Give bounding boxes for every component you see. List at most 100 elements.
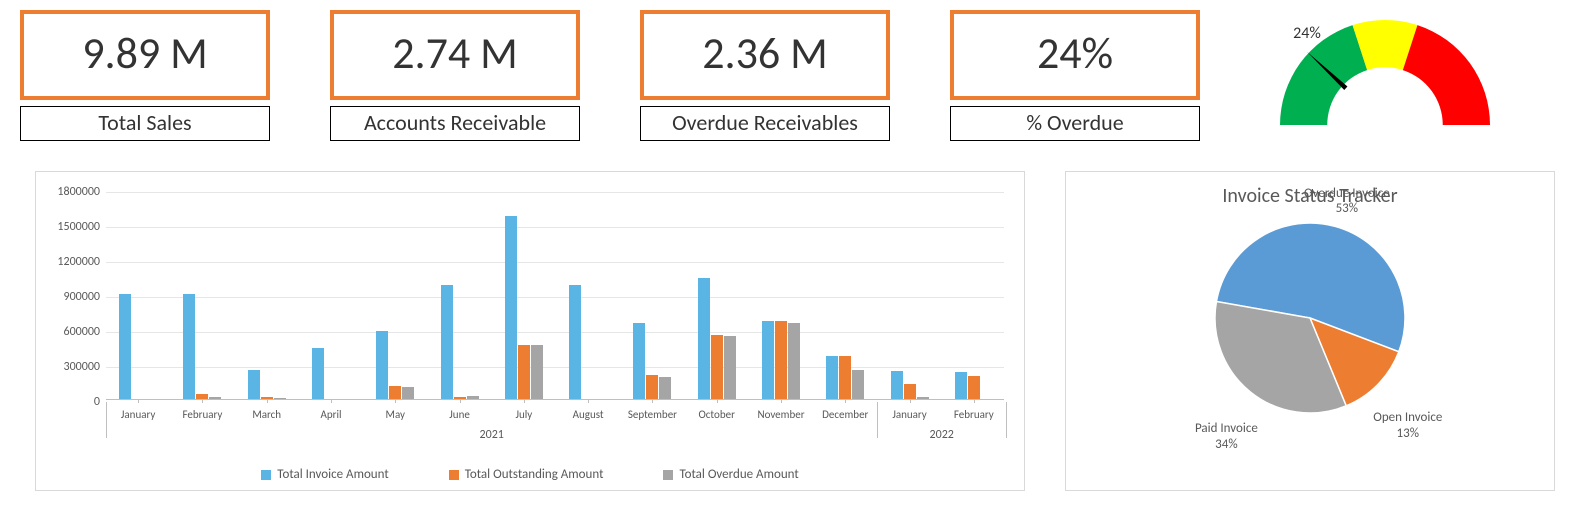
bar-group [180, 294, 224, 399]
x-axis-category-label: October [686, 408, 748, 421]
legend-label: Total Overdue Amount [679, 467, 798, 482]
bar-group [823, 356, 867, 399]
bar [711, 335, 723, 399]
y-axis-tick-label: 0 [94, 395, 100, 409]
y-axis-tick-label: 1200000 [57, 255, 100, 269]
bar [724, 336, 736, 399]
bar [891, 371, 903, 399]
bar [441, 285, 453, 399]
bar [659, 377, 671, 399]
x-axis-year-label: 2022 [930, 428, 954, 442]
bar-group [245, 370, 289, 399]
pie-slice-label: Open Invoice13% [1363, 410, 1453, 441]
monthly-bar-chart: 0300000600000900000120000015000001800000… [35, 171, 1025, 491]
legend-swatch-icon [449, 470, 459, 480]
x-axis-category-label: May [364, 408, 426, 421]
legend-label: Total Invoice Amount [277, 467, 388, 482]
bar-group [759, 321, 803, 399]
x-axis-category-label: February [943, 408, 1005, 421]
bar [248, 370, 260, 399]
y-axis-tick-label: 1500000 [57, 220, 100, 234]
pie-slice-label: Overdue Invoice53% [1302, 186, 1392, 217]
x-axis-category-label: March [236, 408, 298, 421]
bar [826, 356, 838, 399]
gauge-value-label: 24% [1293, 24, 1321, 43]
legend-item: Total Overdue Amount [663, 467, 798, 482]
kpi-value: 24% [950, 10, 1200, 100]
bar [852, 370, 864, 399]
x-axis-category-label: January [879, 408, 941, 421]
sales-dashboard: 9.89 M Total Sales 2.74 M Accounts Recei… [0, 0, 1571, 530]
bar [505, 216, 517, 399]
x-axis-category-label: November [750, 408, 812, 421]
charts-row: 0300000600000900000120000015000001800000… [15, 171, 1556, 491]
kpi-total-sales: 9.89 M Total Sales [20, 10, 270, 141]
bar-group [502, 216, 546, 399]
kpi-label: Accounts Receivable [330, 106, 580, 141]
y-axis-tick-label: 900000 [64, 290, 101, 304]
bar [633, 323, 645, 399]
y-axis-tick-label: 1800000 [57, 185, 100, 199]
kpi-label: Overdue Receivables [640, 106, 890, 141]
x-axis-category-label: September [621, 408, 683, 421]
bar-chart-legend: Total Invoice Amount Total Outstanding Am… [36, 467, 1024, 482]
kpi-overdue-receivables: 2.36 M Overdue Receivables [640, 10, 890, 141]
bar [274, 398, 286, 399]
bar [467, 396, 479, 400]
bar [917, 397, 929, 399]
bar [531, 345, 543, 399]
bar [904, 384, 916, 399]
y-axis-tick-label: 600000 [64, 325, 101, 339]
bar [402, 387, 414, 399]
legend-swatch-icon [261, 470, 271, 480]
legend-label: Total Outstanding Amount [465, 467, 604, 482]
bar [762, 321, 774, 399]
x-axis-year-label: 2021 [480, 428, 504, 442]
gauge-chart: 24% [1260, 10, 1510, 130]
bar-group [952, 372, 996, 399]
bar [312, 348, 324, 399]
bar-group [116, 294, 160, 399]
bar [646, 375, 658, 400]
pie-slice-label: Paid Invoice34% [1181, 421, 1271, 452]
bar [775, 321, 787, 399]
bar [698, 278, 710, 399]
bar [788, 323, 800, 399]
kpi-value: 2.36 M [640, 10, 890, 100]
bar-group [695, 278, 739, 399]
kpi-value: 2.74 M [330, 10, 580, 100]
kpi-label: Total Sales [20, 106, 270, 141]
x-axis-category-label: August [557, 408, 619, 421]
bar-group [630, 323, 674, 399]
bar [518, 345, 530, 399]
bar-group [888, 371, 932, 399]
bar [209, 397, 221, 399]
legend-swatch-icon [663, 470, 673, 480]
x-axis-category-label: December [814, 408, 876, 421]
bar-group [373, 331, 417, 399]
bar [839, 356, 851, 399]
kpi-value: 9.89 M [20, 10, 270, 100]
bar [569, 285, 581, 399]
bar [955, 372, 967, 399]
kpi-accounts-receivable: 2.74 M Accounts Receivable [330, 10, 580, 141]
kpi-label: % Overdue [950, 106, 1200, 141]
bar-group [309, 348, 353, 399]
legend-item: Total Invoice Amount [261, 467, 388, 482]
x-axis-category-label: June [429, 408, 491, 421]
x-axis-category-label: February [171, 408, 233, 421]
bar [376, 331, 388, 399]
bar [389, 386, 401, 399]
bar-plot-area: 0300000600000900000120000015000001800000 [106, 192, 1004, 400]
kpi-row: 9.89 M Total Sales 2.74 M Accounts Recei… [15, 10, 1556, 141]
bar [968, 376, 980, 399]
x-axis-category-label: April [300, 408, 362, 421]
x-axis-category-label: July [493, 408, 555, 421]
bar [183, 294, 195, 399]
legend-item: Total Outstanding Amount [449, 467, 604, 482]
invoice-status-pie-chart: Invoice Status Tracker Overdue Invoice53… [1065, 171, 1555, 491]
bar-group [566, 285, 610, 399]
kpi-percent-overdue: 24% % Overdue [950, 10, 1200, 141]
y-axis-tick-label: 300000 [64, 360, 101, 374]
x-axis-category-label: January [107, 408, 169, 421]
